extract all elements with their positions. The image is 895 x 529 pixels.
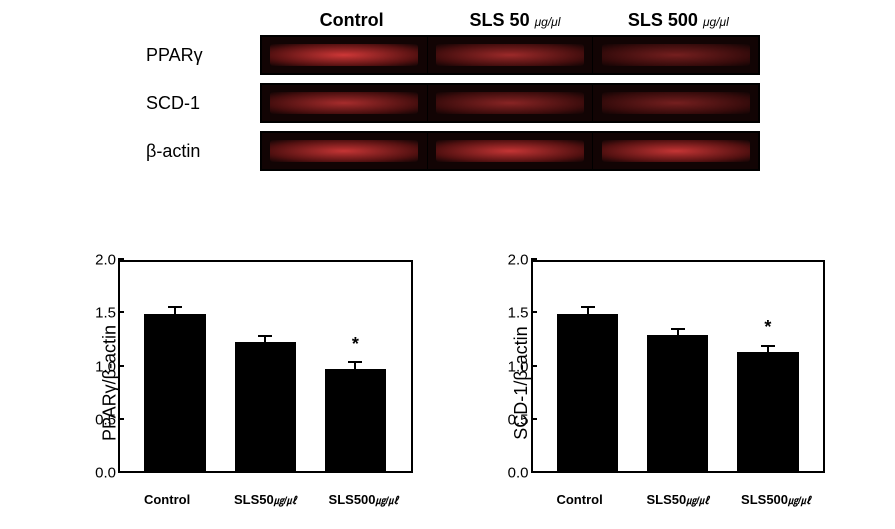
ytick-label: 0.0	[508, 465, 529, 482]
col-header-control: Control	[270, 10, 433, 31]
chart-yticks: 0.00.51.01.52.0	[88, 260, 116, 473]
bar	[557, 314, 618, 471]
blot-lane	[428, 85, 594, 121]
chart-xlabels: ControlSLS50㎍/㎕SLS500㎍/㎕	[531, 492, 826, 507]
ytick-mark	[531, 365, 537, 367]
error-cap	[348, 361, 362, 363]
blot-lane	[262, 85, 428, 121]
chart-ppar: PPARγ/β-actin*0.00.51.01.52.0ControlSLS5…	[60, 250, 423, 515]
blot-strip	[260, 35, 760, 75]
bar-group	[220, 262, 310, 471]
blot-row-label: β-actin	[140, 141, 260, 162]
ytick-label: 1.5	[95, 305, 116, 322]
chart-plot-area: *	[118, 260, 413, 473]
error-bar	[174, 308, 176, 314]
significance-marker: *	[764, 317, 771, 338]
col-header-sls500: SLS 500 μg/μl	[597, 10, 760, 31]
bar-charts-row: PPARγ/β-actin*0.00.51.01.52.0ControlSLS5…	[60, 250, 835, 515]
error-bar	[767, 347, 769, 352]
bar	[647, 335, 708, 471]
blot-row: SCD-1	[140, 83, 760, 123]
chart-scd1: SCD-1/β-actin*0.00.51.01.52.0ControlSLS5…	[473, 250, 836, 515]
blot-lane	[593, 133, 758, 169]
ytick-mark	[118, 311, 124, 313]
bar-group: *	[723, 262, 813, 471]
xtick-label: SLS500㎍/㎕	[314, 492, 412, 507]
bar-group: *	[310, 262, 400, 471]
blot-band	[602, 140, 750, 162]
bar	[235, 342, 296, 471]
xtick-label: SLS50㎍/㎕	[216, 492, 314, 507]
blot-row-label: SCD-1	[140, 93, 260, 114]
ytick-label: 2.0	[95, 252, 116, 269]
blot-lane	[428, 37, 594, 73]
blot-lane	[593, 85, 758, 121]
xtick-label: SLS50㎍/㎕	[629, 492, 727, 507]
ytick-label: 0.0	[95, 465, 116, 482]
blot-band	[602, 44, 750, 66]
ytick-mark	[531, 418, 537, 420]
blot-lane	[593, 37, 758, 73]
chart-bars: *	[533, 262, 824, 471]
error-bar	[587, 308, 589, 314]
chart-bars: *	[120, 262, 411, 471]
error-bar	[354, 363, 356, 368]
col-header-sls50: SLS 50 μg/μl	[433, 10, 596, 31]
blot-strip	[260, 83, 760, 123]
blot-lane	[262, 37, 428, 73]
ytick-mark	[118, 258, 124, 260]
blot-row: β-actin	[140, 131, 760, 171]
ytick-mark	[118, 418, 124, 420]
bar-group	[130, 262, 220, 471]
chart-xlabels: ControlSLS50㎍/㎕SLS500㎍/㎕	[118, 492, 413, 507]
blot-band	[602, 92, 750, 114]
error-bar	[264, 337, 266, 342]
ytick-mark	[118, 365, 124, 367]
blot-band	[270, 140, 418, 162]
ytick-label: 0.5	[508, 411, 529, 428]
error-cap	[258, 335, 272, 337]
error-bar	[677, 330, 679, 335]
blot-lane	[428, 133, 594, 169]
xtick-label: SLS500㎍/㎕	[727, 492, 825, 507]
xtick-label: Control	[118, 492, 216, 507]
error-cap	[761, 345, 775, 347]
ytick-label: 1.0	[508, 358, 529, 375]
ytick-label: 1.5	[508, 305, 529, 322]
ytick-label: 0.5	[95, 411, 116, 428]
bar-group	[543, 262, 633, 471]
bar	[325, 369, 386, 471]
ytick-mark	[531, 471, 537, 473]
ytick-label: 2.0	[508, 252, 529, 269]
blot-band	[436, 44, 584, 66]
blot-lane	[262, 133, 428, 169]
blot-column-headers: Control SLS 50 μg/μl SLS 500 μg/μl	[270, 10, 760, 31]
error-cap	[168, 306, 182, 308]
ytick-mark	[531, 258, 537, 260]
ytick-label: 1.0	[95, 358, 116, 375]
xtick-label: Control	[531, 492, 629, 507]
chart-yticks: 0.00.51.01.52.0	[501, 260, 529, 473]
bar	[144, 314, 205, 471]
error-cap	[581, 306, 595, 308]
blot-band	[436, 92, 584, 114]
blot-band	[270, 92, 418, 114]
blot-strip	[260, 131, 760, 171]
ytick-mark	[118, 471, 124, 473]
chart-plot-area: *	[531, 260, 826, 473]
blot-band	[270, 44, 418, 66]
error-cap	[671, 328, 685, 330]
blot-row-label: PPARγ	[140, 45, 260, 66]
western-blot-panel: Control SLS 50 μg/μl SLS 500 μg/μl PPARγ…	[140, 10, 760, 179]
significance-marker: *	[352, 334, 359, 355]
blot-row: PPARγ	[140, 35, 760, 75]
bar-group	[633, 262, 723, 471]
ytick-mark	[531, 311, 537, 313]
bar	[737, 352, 798, 471]
blot-band	[436, 140, 584, 162]
